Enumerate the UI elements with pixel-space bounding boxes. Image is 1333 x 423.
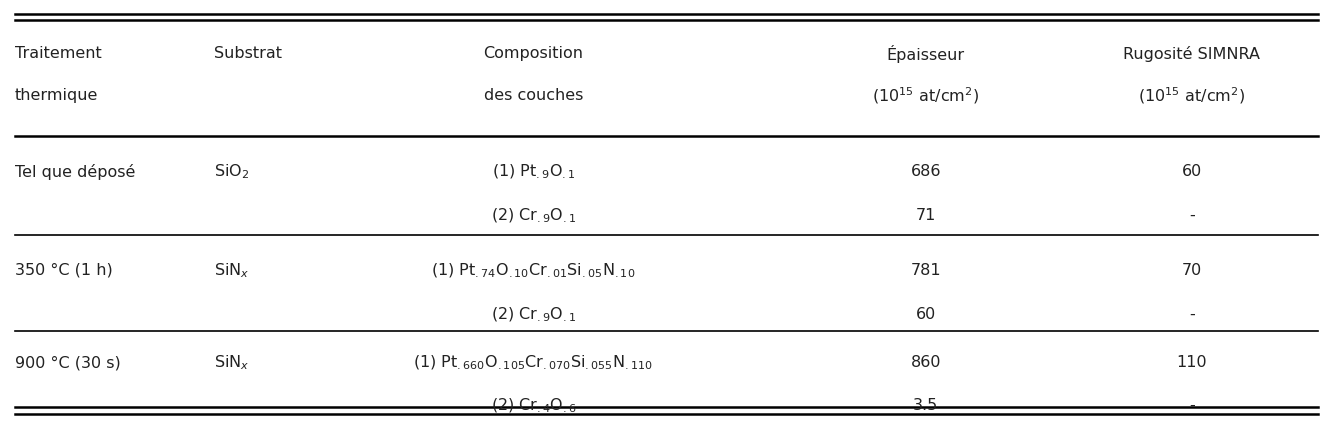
Text: (10$^{15}$ at/cm$^2$): (10$^{15}$ at/cm$^2$) xyxy=(1138,85,1245,106)
Text: (2) Cr$_{.4}$O$_{.6}$: (2) Cr$_{.4}$O$_{.6}$ xyxy=(491,396,576,415)
Text: Traitement: Traitement xyxy=(15,47,101,61)
Text: 60: 60 xyxy=(1182,164,1202,179)
Text: 900 °C (30 s): 900 °C (30 s) xyxy=(15,355,120,370)
Text: 350 °C (1 h): 350 °C (1 h) xyxy=(15,263,112,278)
Text: SiN$_x$: SiN$_x$ xyxy=(215,354,249,372)
Text: Tel que déposé: Tel que déposé xyxy=(15,164,135,180)
Text: Rugosité SIMNRA: Rugosité SIMNRA xyxy=(1124,46,1261,62)
Text: SiN$_x$: SiN$_x$ xyxy=(215,261,249,280)
Text: Composition: Composition xyxy=(484,47,584,61)
Text: Substrat: Substrat xyxy=(215,47,283,61)
Text: -: - xyxy=(1189,208,1194,223)
Text: thermique: thermique xyxy=(15,88,99,104)
Text: 110: 110 xyxy=(1177,355,1208,370)
Text: Épaisseur: Épaisseur xyxy=(886,45,965,63)
Text: 71: 71 xyxy=(916,208,936,223)
Text: (2) Cr$_{.9}$O$_{.1}$: (2) Cr$_{.9}$O$_{.1}$ xyxy=(491,206,576,225)
Text: SiO$_2$: SiO$_2$ xyxy=(215,162,249,181)
Text: des couches: des couches xyxy=(484,88,583,104)
Text: (1) Pt$_{.74}$O$_{.10}$Cr$_{.01}$Si$_{.05}$N$_{.10}$: (1) Pt$_{.74}$O$_{.10}$Cr$_{.01}$Si$_{.0… xyxy=(432,261,636,280)
Text: 781: 781 xyxy=(910,263,941,278)
Text: 860: 860 xyxy=(910,355,941,370)
Text: 70: 70 xyxy=(1182,263,1202,278)
Text: 3.5: 3.5 xyxy=(913,398,938,413)
Text: (1) Pt$_{.660}$O$_{.105}$Cr$_{.070}$Si$_{.055}$N$_{.110}$: (1) Pt$_{.660}$O$_{.105}$Cr$_{.070}$Si$_… xyxy=(413,354,653,372)
Text: (10$^{15}$ at/cm$^2$): (10$^{15}$ at/cm$^2$) xyxy=(872,85,980,106)
Text: 686: 686 xyxy=(910,164,941,179)
Text: -: - xyxy=(1189,307,1194,322)
Text: 60: 60 xyxy=(916,307,936,322)
Text: (2) Cr$_{.9}$O$_{.1}$: (2) Cr$_{.9}$O$_{.1}$ xyxy=(491,305,576,324)
Text: -: - xyxy=(1189,398,1194,413)
Text: (1) Pt$_{.9}$O$_{.1}$: (1) Pt$_{.9}$O$_{.1}$ xyxy=(492,162,576,181)
